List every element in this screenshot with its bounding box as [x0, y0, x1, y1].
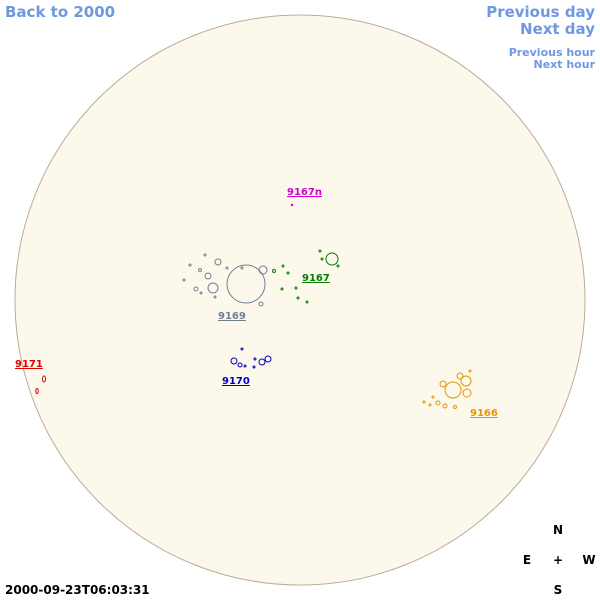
solar-disk: [14, 14, 586, 586]
previous-hour-link[interactable]: Previous hour: [509, 46, 596, 59]
previous-day-link[interactable]: Previous day: [486, 3, 595, 21]
region-label[interactable]: 9167n: [287, 187, 322, 198]
region-label[interactable]: 9171: [15, 359, 43, 370]
compass-center: +: [553, 553, 563, 567]
sunspot-group: [35, 375, 46, 394]
sunspot: [290, 203, 294, 207]
region-label[interactable]: 9167: [302, 273, 330, 284]
back-link[interactable]: Back to 2000: [5, 3, 115, 21]
region-label[interactable]: 9166: [470, 408, 498, 419]
region-label[interactable]: 9170: [222, 376, 250, 387]
next-day-link[interactable]: Next day: [520, 20, 595, 38]
sunspot-group: [272, 249, 340, 304]
sunspot-group: [230, 347, 272, 369]
compass-north: N: [553, 523, 563, 537]
compass-west: W: [582, 553, 595, 567]
next-hour-link[interactable]: Next hour: [534, 58, 596, 71]
compass-east: E: [523, 553, 531, 567]
compass-south: S: [554, 583, 563, 597]
sunspot-group: [422, 369, 472, 409]
sunspot-group: [182, 253, 268, 307]
timestamp: 2000-09-23T06:03:31: [5, 583, 150, 597]
region-label[interactable]: 9169: [218, 311, 246, 322]
